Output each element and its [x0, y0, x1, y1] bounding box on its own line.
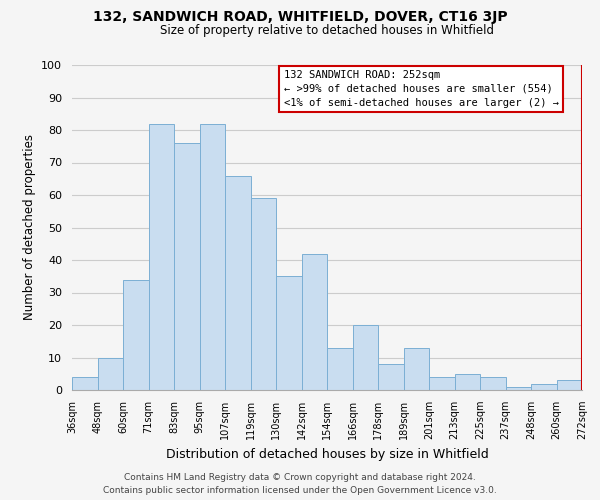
Bar [225, 176, 251, 390]
Bar [480, 377, 505, 390]
Bar [199, 124, 225, 390]
Bar [378, 364, 404, 390]
Bar [123, 280, 149, 390]
Text: 132 SANDWICH ROAD: 252sqm
← >99% of detached houses are smaller (554)
<1% of sem: 132 SANDWICH ROAD: 252sqm ← >99% of deta… [284, 70, 559, 108]
Y-axis label: Number of detached properties: Number of detached properties [23, 134, 36, 320]
Bar [404, 348, 429, 390]
Bar [276, 276, 302, 390]
Bar [302, 254, 327, 390]
Title: Size of property relative to detached houses in Whitfield: Size of property relative to detached ho… [160, 24, 494, 38]
Bar [149, 124, 174, 390]
Bar [97, 358, 123, 390]
Bar [72, 377, 97, 390]
Text: Contains HM Land Registry data © Crown copyright and database right 2024.
Contai: Contains HM Land Registry data © Crown c… [103, 474, 497, 495]
Bar [455, 374, 480, 390]
Bar [353, 325, 378, 390]
Bar [531, 384, 557, 390]
Bar [327, 348, 353, 390]
Text: 132, SANDWICH ROAD, WHITFIELD, DOVER, CT16 3JP: 132, SANDWICH ROAD, WHITFIELD, DOVER, CT… [92, 10, 508, 24]
Bar [505, 387, 531, 390]
Bar [557, 380, 582, 390]
Bar [251, 198, 276, 390]
Bar [174, 143, 199, 390]
Bar [429, 377, 455, 390]
X-axis label: Distribution of detached houses by size in Whitfield: Distribution of detached houses by size … [166, 448, 488, 460]
